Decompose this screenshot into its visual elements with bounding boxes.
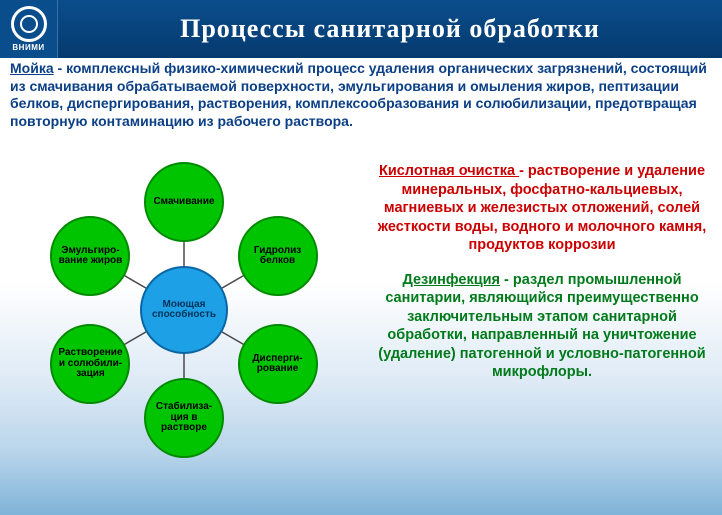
- outer-node-4: Растворение и солюбили-зация: [50, 324, 130, 404]
- center-node: Моющая способность: [140, 266, 228, 354]
- acid-block: Кислотная очистка - растворение и удален…: [372, 162, 712, 255]
- main-lead: Мойка: [10, 60, 54, 76]
- outer-node-1: Гидролиз белков: [238, 216, 318, 296]
- radial-diagram: СмачиваниеГидролиз белков Дисперги-ровани…: [10, 158, 370, 458]
- body: Мойка - комплексный физико-химический пр…: [10, 60, 712, 509]
- main-text: - комплексный физико-химический процесс …: [10, 60, 707, 129]
- logo: ВНИМИ: [0, 0, 58, 58]
- outer-node-5: Эмульгиро-вание жиров: [50, 216, 130, 296]
- outer-node-2: Дисперги-рование: [238, 324, 318, 404]
- disinfection-lead: Дезинфекция: [402, 272, 500, 288]
- header-bar: ВНИМИ Процессы санитарной обработки: [0, 0, 722, 58]
- disinfection-text: - раздел промышленной санитарии, являющи…: [378, 272, 705, 381]
- spacer: [372, 255, 712, 271]
- logo-label: ВНИМИ: [12, 43, 44, 52]
- page-title: Процессы санитарной обработки: [58, 14, 722, 44]
- logo-inner-icon: [20, 15, 38, 33]
- lower-region: СмачиваниеГидролиз белков Дисперги-ровани…: [10, 158, 712, 509]
- main-paragraph: Мойка - комплексный физико-химический пр…: [10, 60, 712, 130]
- outer-node-0: Смачивание: [144, 162, 224, 242]
- acid-lead: Кислотная очистка: [379, 163, 519, 179]
- slide: ВНИМИ Процессы санитарной обработки Мойк…: [0, 0, 722, 515]
- right-column: Кислотная очистка - растворение и удален…: [372, 162, 712, 509]
- outer-node-3: Стабилиза-ция в растворе: [144, 378, 224, 458]
- disinfection-block: Дезинфекция - раздел промышленной санита…: [372, 271, 712, 382]
- logo-circle-icon: [11, 6, 47, 42]
